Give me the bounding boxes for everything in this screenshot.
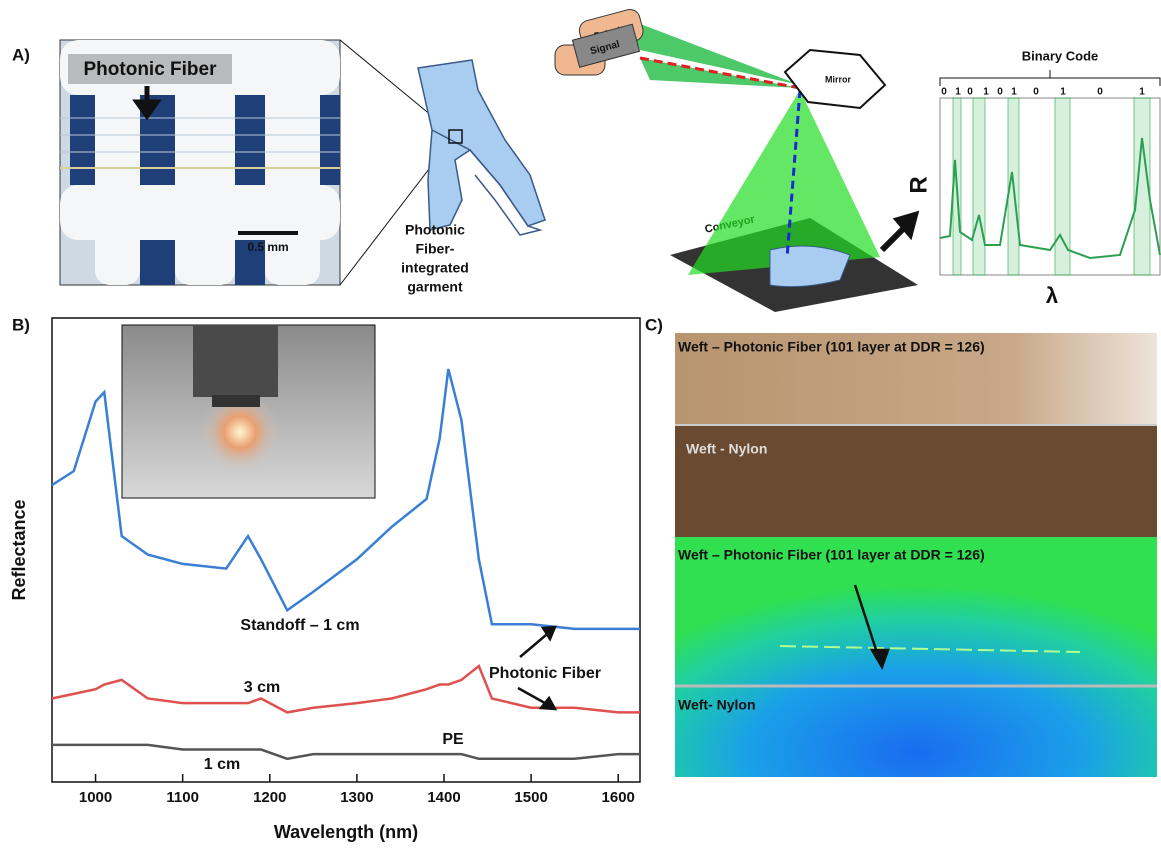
annotation: Photonic Fiber: [489, 665, 601, 682]
light-cone: [688, 90, 880, 275]
shape: [212, 395, 260, 407]
fiber-glow: [779, 645, 1081, 653]
shape: [175, 40, 235, 285]
bit: 0: [1033, 87, 1039, 98]
annotation-arrow: [519, 625, 557, 658]
shape: [431, 129, 543, 236]
shape: [265, 40, 320, 285]
shape: 1000 1100 1200 1300 1400 1500 1600 Standoff – 1…: [51, 368, 640, 806]
series-line: [51, 663, 640, 714]
scale-bar-label: 0.5 mm: [247, 240, 288, 254]
series-line: [51, 368, 640, 631]
x-tick-label: 1400: [427, 789, 460, 806]
x-tick-label: 1100: [166, 789, 199, 806]
annotation-arrow: [517, 686, 558, 711]
shape: [448, 129, 463, 144]
series-line: [52, 743, 640, 761]
shape: Fiber-: [416, 241, 455, 257]
bit: 0: [1097, 87, 1103, 98]
green-beam: [640, 58, 800, 88]
photo-label: Photonic Fiber: [84, 59, 218, 80]
shape: [1054, 97, 1071, 276]
jeans: [417, 59, 546, 236]
jeans-on-conveyor: [769, 245, 851, 288]
output-arrow: [879, 210, 920, 253]
x-axis-label: Wavelength (nm): [274, 822, 418, 842]
x-tick-label: 1000: [79, 789, 112, 806]
photo-nylon-weft: [675, 425, 1157, 537]
green-beam: [630, 20, 800, 85]
bit: 1: [983, 87, 989, 98]
plot-frame: [51, 317, 641, 783]
c-label: Weft – Photonic Fiber (101 layer at DDR …: [678, 547, 985, 563]
c-label: Weft- Nylon: [678, 697, 756, 713]
shape: [1133, 97, 1151, 276]
shape: [972, 97, 986, 276]
weave-yarns: [60, 40, 340, 285]
shape: [417, 59, 546, 231]
y-axis-label: Reflectance: [9, 499, 29, 600]
shape: garment: [407, 279, 463, 295]
garment-label: Photonic Fiber- integrated garment: [401, 222, 469, 295]
x-tick-label: 1600: [602, 789, 635, 806]
shape: [235, 240, 265, 285]
shape: [571, 23, 641, 68]
bit: 1: [1139, 87, 1145, 98]
bit: 0: [941, 87, 947, 98]
shape: [200, 392, 280, 472]
shape: Photonic: [405, 222, 465, 238]
shape: [95, 40, 140, 285]
shape: [140, 240, 175, 285]
signal: Signal: [554, 23, 641, 76]
panel-label: B): [12, 315, 30, 334]
series-label: Standoff – 1 cm: [240, 617, 359, 634]
shape: [783, 48, 887, 110]
panel-label: A): [12, 45, 30, 64]
photo-arrow: [132, 86, 162, 121]
x-tick-label: 1500: [514, 789, 547, 806]
ir-arrow: [853, 584, 890, 670]
series-label: 3 cm: [244, 679, 280, 696]
x-tick-label: 1300: [340, 789, 373, 806]
bit: 1: [1011, 87, 1017, 98]
shape: [235, 95, 265, 185]
annotation: PE: [442, 731, 464, 748]
ir-image: [675, 537, 1157, 777]
bit: 1: [955, 87, 961, 98]
spectrum-sketch: [939, 137, 1161, 260]
photo-fiber-weft: [675, 333, 1157, 425]
lambda-axis-label: λ: [1046, 283, 1058, 308]
series-label: 1 cm: [204, 756, 240, 773]
panel-label: C): [645, 315, 663, 334]
bit: 0: [967, 87, 973, 98]
r-axis-label: R: [905, 176, 932, 193]
photonic-fiber-strands: [60, 117, 340, 169]
mirror: Mirror: [783, 48, 887, 110]
blue-beam: [785, 89, 802, 259]
c-label: Weft - Nylon: [686, 441, 767, 457]
photo-label-box: [68, 54, 232, 84]
shape: Mirror: [825, 74, 852, 84]
bit: 1: [1060, 87, 1066, 98]
shape: [70, 95, 95, 185]
c-label: Weft – Photonic Fiber (101 layer at DDR …: [678, 339, 985, 355]
shape: integrated: [401, 260, 469, 276]
shape: [193, 325, 278, 397]
binary-code-title: Binary Code: [1022, 48, 1099, 63]
shape: [320, 95, 340, 185]
bit: 0: [997, 87, 1003, 98]
x-tick-label: 1200: [253, 789, 286, 806]
brace: [939, 70, 1161, 86]
inset-photo: [121, 324, 376, 499]
